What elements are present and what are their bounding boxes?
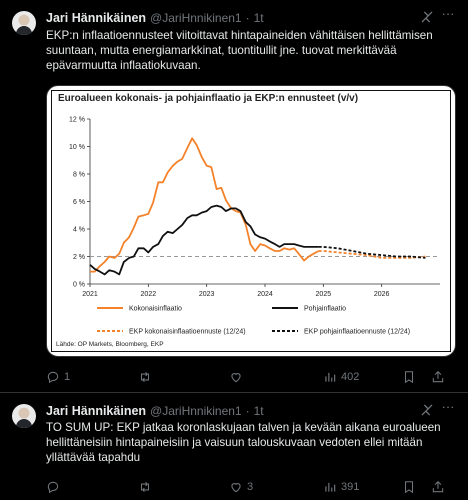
chart-frame: Euroalueen kokonais- ja pohjainflaatio j…: [51, 90, 451, 352]
chart-source: Lähde: OP Markets, Bloomberg, EKP: [56, 341, 164, 348]
y-tick-label: 10 %: [69, 144, 85, 151]
tweet-text: EKP:n inflaatioennusteet viitoittavat hi…: [46, 29, 433, 72]
share-icon: [432, 481, 444, 493]
chart-title: Euroalueen kokonais- ja pohjainflaatio j…: [58, 93, 359, 104]
views-count: 402: [341, 371, 360, 383]
grok-icon[interactable]: [420, 403, 434, 417]
separator-dot: ·: [245, 11, 250, 25]
x-tick-label: 2026: [374, 291, 390, 298]
timestamp[interactable]: 1t: [253, 11, 264, 25]
more-options-icon[interactable]: ···: [441, 399, 455, 414]
y-tick-label: 2 %: [73, 254, 85, 261]
more-options-icon[interactable]: ···: [441, 6, 455, 21]
share-icon: [432, 371, 444, 383]
views-button[interactable]: 391: [323, 480, 359, 494]
tweet-header: Jari Hännikäinen @JariHnnikinen1 · 1t: [46, 10, 264, 26]
avatar[interactable]: [12, 404, 36, 428]
grok-icon[interactable]: [420, 10, 434, 24]
series-line-1: [89, 204, 319, 276]
share-button[interactable]: [431, 370, 445, 384]
line-chart: 0 % 2 % 4 % 6 % 8 % 10 % 12 % 2021 2022 2023 2024 2…: [69, 117, 440, 336]
heart-icon: [231, 373, 241, 383]
legend-label: Kokonaisinflaatio: [129, 306, 182, 313]
y-tick-label: 12 %: [69, 117, 85, 124]
author-name[interactable]: Jari Hännikäinen: [46, 404, 147, 418]
reply-button[interactable]: [46, 480, 64, 494]
tweet[interactable]: Jari Hännikäinen @JariHnnikinen1 · 1t ··…: [0, 0, 468, 393]
bookmark-button[interactable]: [402, 480, 416, 494]
like-button[interactable]: [229, 370, 247, 384]
tweet-text: TO SUM UP: EKP jatkaa koronlaskujaan tal…: [46, 421, 441, 464]
reply-icon: [47, 371, 59, 384]
retweet-button[interactable]: [138, 370, 156, 384]
reply-icon: [47, 481, 59, 494]
views-icon: [325, 372, 336, 382]
tweet[interactable]: Jari Hännikäinen @JariHnnikinen1 · 1t ··…: [0, 393, 468, 500]
series-line-0: [90, 137, 320, 273]
avatar[interactable]: [12, 11, 36, 35]
tweet-actions: 1 402: [46, 369, 456, 385]
y-tick-label: 0 %: [73, 282, 85, 289]
x-tick-label: 2023: [199, 291, 215, 298]
bookmark-button[interactable]: [402, 370, 416, 384]
series-line-3: [318, 245, 426, 259]
separator-dot: ·: [245, 404, 250, 418]
retweet-button[interactable]: [138, 480, 156, 494]
views-icon: [325, 482, 336, 492]
like-button[interactable]: 3: [229, 480, 253, 494]
author-handle[interactable]: @JariHnnikinen1: [150, 11, 242, 25]
x-tick-label: 2024: [257, 291, 273, 298]
retweet-icon: [140, 481, 150, 493]
series-line-2: [318, 250, 426, 259]
views-button[interactable]: 402: [323, 370, 359, 384]
y-tick-label: 4 %: [73, 227, 85, 234]
reply-button[interactable]: 1: [46, 370, 70, 384]
like-count: 3: [247, 481, 254, 493]
views-count: 391: [341, 481, 360, 493]
author-handle[interactable]: @JariHnnikinen1: [150, 404, 242, 418]
x-tick-label: 2025: [316, 291, 332, 298]
x-tick-label: 2022: [141, 291, 157, 298]
legend-label: EKP pohjainflaatioennuste (12/24): [304, 329, 410, 336]
bookmark-icon: [404, 371, 414, 384]
timestamp[interactable]: 1t: [253, 404, 264, 418]
retweet-icon: [140, 371, 150, 383]
tweet-actions: 3 391: [46, 479, 456, 495]
y-tick-label: 8 %: [73, 172, 85, 179]
heart-icon: [231, 483, 241, 493]
legend-label: EKP kokonaisinflaatioennuste (12/24): [129, 329, 246, 336]
tweet-header: Jari Hännikäinen @JariHnnikinen1 · 1t: [46, 403, 264, 419]
chart-image[interactable]: Euroalueen kokonais- ja pohjainflaatio j…: [46, 85, 456, 357]
x-tick-label: 2021: [82, 291, 98, 298]
legend-label: Pohjainflaatio: [304, 306, 346, 313]
share-button[interactable]: [431, 480, 445, 494]
bookmark-icon: [404, 481, 414, 494]
reply-count: 1: [64, 371, 71, 383]
author-name[interactable]: Jari Hännikäinen: [46, 11, 147, 25]
y-tick-label: 6 %: [73, 199, 85, 206]
